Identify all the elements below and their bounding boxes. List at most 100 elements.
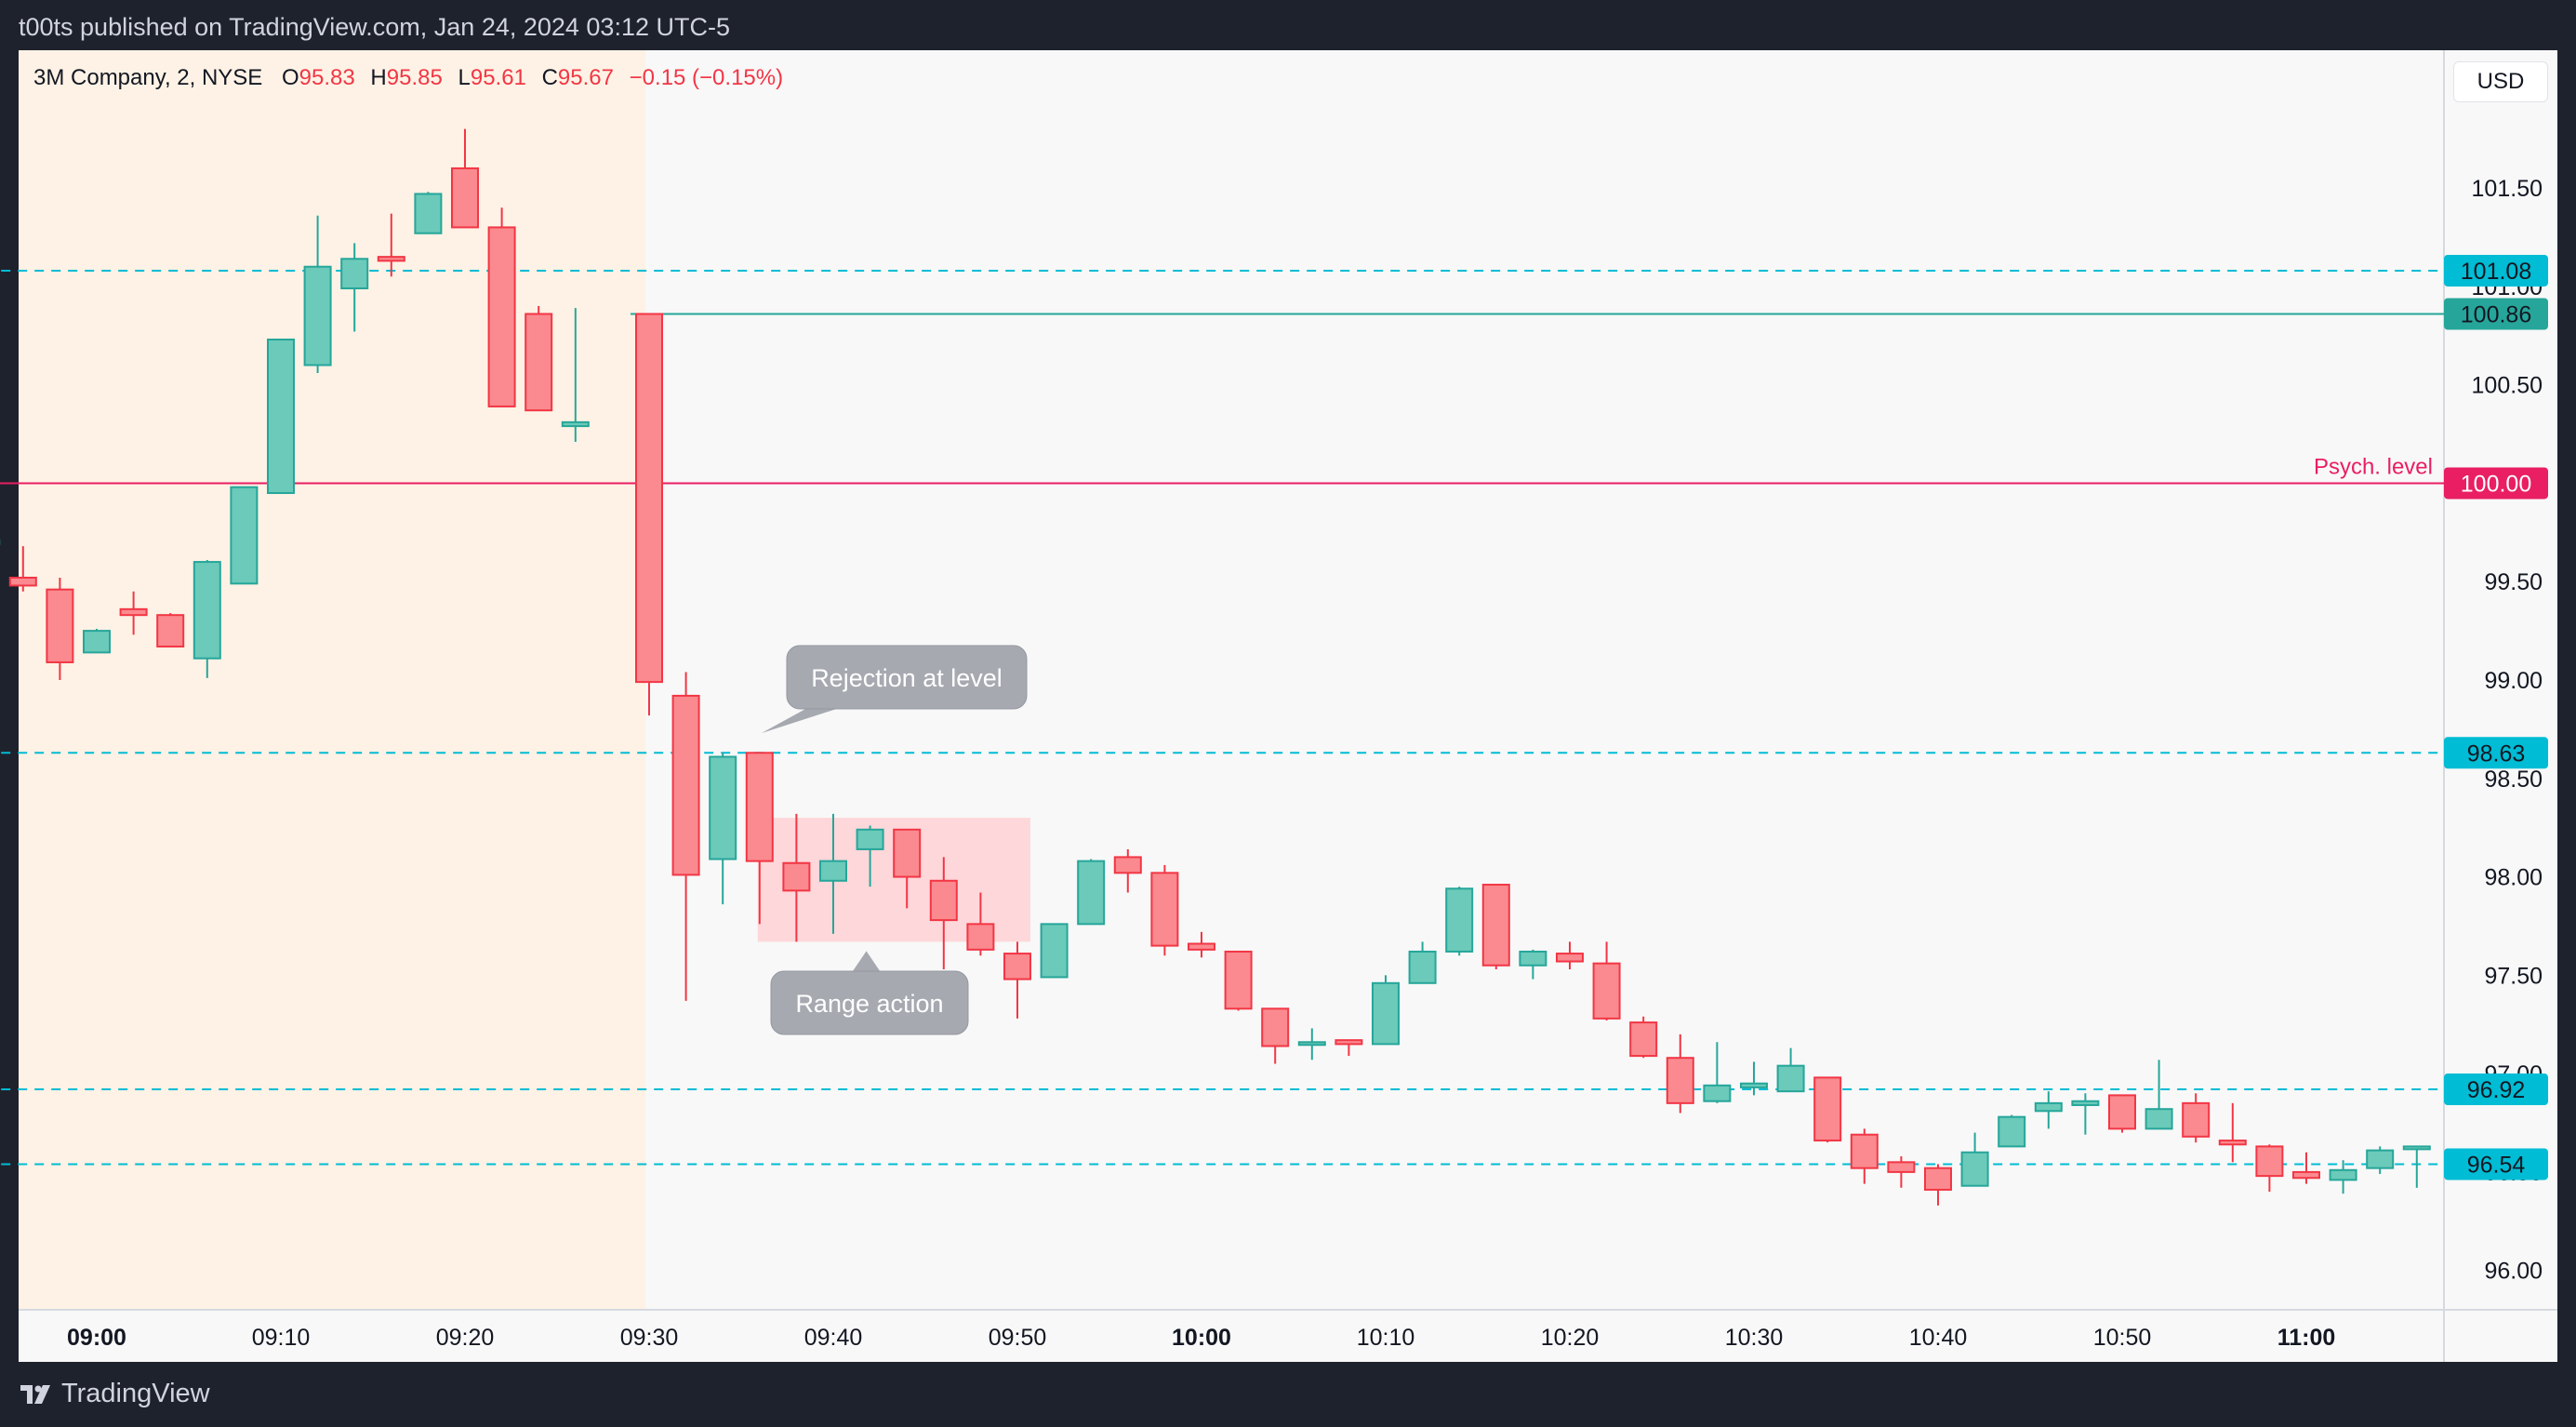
callout-tail (761, 707, 843, 734)
level-price-label: 100.86 (2461, 301, 2531, 327)
candle-body (1666, 1057, 1694, 1104)
candle-body (524, 313, 553, 412)
candle-body (856, 828, 884, 850)
x-tick-label: 10:20 (1541, 1325, 1600, 1351)
y-tick-label: 100.50 (2472, 373, 2543, 399)
callout-rejection (786, 645, 1028, 710)
candle-body (819, 860, 847, 882)
x-tick-label: 10:30 (1725, 1325, 1784, 1351)
candle-body (2218, 1140, 2247, 1146)
candle-body (8, 576, 37, 587)
candle (119, 591, 148, 635)
candle-body (1040, 923, 1069, 979)
candle (2218, 1102, 2247, 1163)
candle-body (966, 923, 995, 951)
top-bar: t00ts published on TradingView.com, Jan … (0, 0, 2576, 50)
low-label: L (458, 65, 471, 90)
candle-body (1813, 1076, 1842, 1142)
tradingview-brand[interactable]: TradingView (19, 1379, 210, 1409)
candle-body (2182, 1101, 2211, 1138)
level-price-tag (2444, 254, 2548, 287)
x-tick-label: 09:00 (67, 1325, 126, 1351)
candle (893, 828, 922, 909)
level-price-label: 96.54 (2467, 1152, 2526, 1178)
tradingview-logo-icon (20, 1384, 50, 1404)
candle (1261, 1007, 1290, 1064)
candle-body (929, 879, 958, 922)
candle (267, 338, 295, 495)
candle (524, 306, 553, 412)
candle (2108, 1094, 2136, 1133)
level-price-label: 100.00 (2461, 471, 2531, 497)
callout-range (770, 970, 969, 1035)
candle-body (193, 561, 221, 660)
candle (83, 628, 111, 654)
y-tick-label: 97.50 (2484, 963, 2543, 989)
y-tick-label: 96.00 (2484, 1259, 2543, 1285)
candle (966, 892, 995, 956)
candle (1445, 887, 1474, 956)
level-text-label: Psych. level (2314, 454, 2433, 479)
candle-body (1629, 1021, 1658, 1058)
candle-body (451, 167, 479, 229)
candle-body (156, 614, 185, 648)
candle-body (2329, 1168, 2357, 1181)
candle (1556, 941, 1584, 969)
candle-body (1113, 856, 1142, 874)
publisher-caption: t00ts published on TradingView.com, Jan … (19, 13, 730, 41)
callout-range-text: Range action (795, 990, 943, 1018)
candle-body (1776, 1064, 1805, 1093)
candle-body (1850, 1133, 1879, 1169)
candle-body (1261, 1007, 1290, 1047)
candle-body (1297, 1041, 1326, 1047)
candle-body (1481, 884, 1510, 967)
candle (671, 672, 700, 1001)
candle (2366, 1146, 2395, 1175)
y-tick-label: 98.50 (2484, 767, 2543, 793)
candle (709, 753, 737, 905)
candle-body (1740, 1082, 1768, 1088)
candle (1077, 859, 1106, 926)
high-value: 95.85 (386, 65, 443, 90)
level-price-label: 98.63 (2467, 740, 2526, 767)
candle (1408, 941, 1437, 984)
candle-body (1408, 950, 1437, 984)
candle-body (709, 755, 737, 860)
x-tick-label: 11:00 (2277, 1325, 2336, 1351)
candle (929, 857, 958, 969)
candle-body (46, 588, 74, 663)
candle-body (893, 828, 922, 878)
candle-body (745, 752, 774, 862)
candle (1372, 975, 1400, 1046)
candle (561, 308, 590, 443)
candle (1629, 1016, 1658, 1059)
candle-body (230, 486, 259, 585)
candle-body (2402, 1145, 2431, 1151)
candle (819, 813, 847, 934)
candle (487, 207, 516, 407)
currency-button[interactable]: USD (2453, 61, 2548, 102)
candle-body (414, 193, 443, 234)
high-label: H (370, 65, 387, 90)
candle (1150, 864, 1179, 956)
candle (1592, 941, 1621, 1021)
candle-body (2071, 1100, 2100, 1106)
candle (2182, 1093, 2211, 1143)
candle (156, 613, 185, 648)
x-tick-label: 10:10 (1357, 1325, 1415, 1351)
x-tick-label: 09:40 (804, 1325, 863, 1351)
candle (414, 192, 443, 234)
x-tick-label: 09:10 (252, 1325, 311, 1351)
candle-body (1224, 950, 1253, 1010)
candle (1188, 931, 1215, 958)
x-tick-label: 09:50 (989, 1325, 1047, 1351)
candle (2292, 1152, 2320, 1184)
candle (635, 313, 663, 716)
candle (1924, 1164, 1952, 1206)
candle (2329, 1160, 2357, 1194)
candle (2144, 1060, 2173, 1130)
candle (2255, 1144, 2284, 1193)
candle-body (1188, 942, 1215, 951)
x-tick-label: 10:00 (1172, 1325, 1231, 1351)
